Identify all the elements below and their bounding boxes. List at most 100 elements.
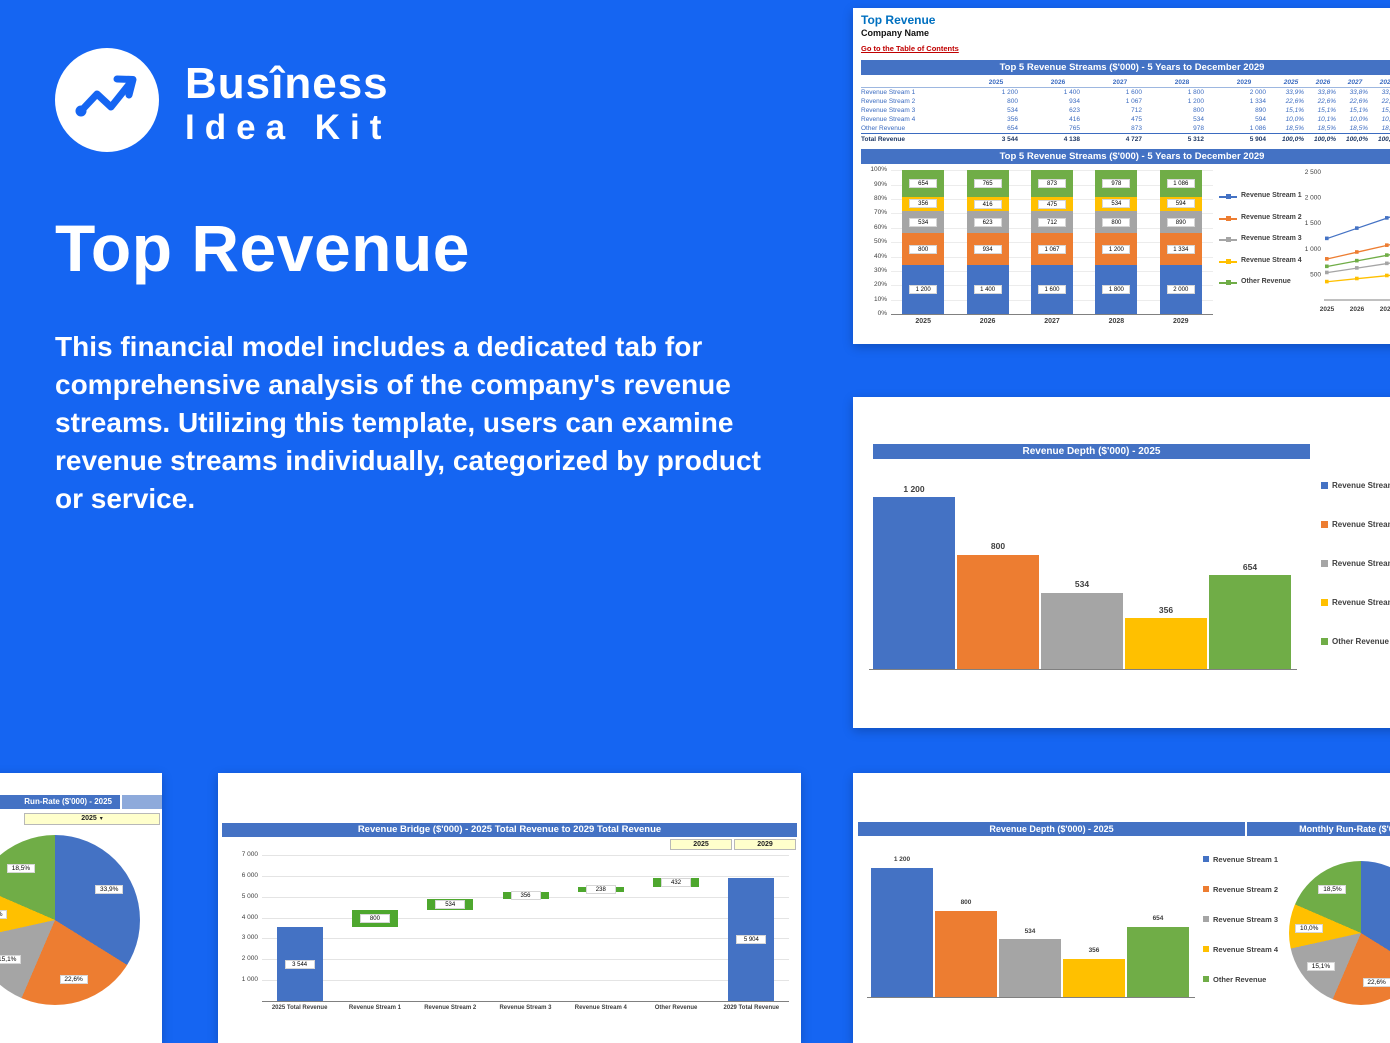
pct-cell: 10,1%: [1317, 116, 1336, 124]
dropdown-arrow-icon: ▾: [99, 816, 103, 822]
row-label: Revenue Stream 3: [861, 107, 916, 115]
y-axis-tick: 80%: [873, 194, 887, 202]
value-cell: 356: [1007, 116, 1018, 124]
y-axis-tick: 20%: [873, 281, 887, 289]
data-label: 712: [1038, 217, 1066, 227]
value-cell: 1 200: [1001, 89, 1018, 97]
revenue-depth-chart: 1 200 800 534 356 654: [865, 845, 1200, 1020]
bar-label: 800: [960, 899, 972, 907]
legend-marker: [1226, 194, 1231, 200]
data-label: 873: [1038, 178, 1066, 188]
legend-swatch: [1321, 482, 1328, 489]
year-header: 2025: [1283, 78, 1299, 86]
year-selector-start[interactable]: 2025: [670, 839, 732, 850]
data-label: 623: [973, 217, 1002, 227]
legend-item: Other Revenue: [1203, 975, 1285, 985]
stacked-bar-chart: 100% 90% 80% 70% 60% 50% 40% 30% 20% 10% 0% 1 200 80…: [861, 166, 1217, 344]
year-header: 2025: [988, 78, 1004, 86]
legend-label: Revenue Stream 4: [1241, 256, 1302, 264]
table-title-bar: Top 5 Revenue Streams ($'000) - 5 Years …: [861, 60, 1390, 76]
bar-label: 356: [1158, 604, 1174, 615]
trend-arrow-icon: [55, 48, 159, 152]
x-axis-label: Other Revenue: [654, 1005, 698, 1011]
data-label: 800: [1102, 217, 1131, 227]
legend-swatch: [1321, 599, 1328, 606]
y-axis-tick: 90%: [873, 180, 887, 188]
legend-label: Revenue Stream 2: [1241, 213, 1302, 221]
svg-text:1 000: 1 000: [1305, 246, 1322, 253]
legend-swatch: [1203, 886, 1209, 892]
bar-label: 654: [1152, 915, 1164, 923]
table-row: Revenue Stream 4 356 416 475 534 594 10,0% 10,1…: [861, 115, 1390, 124]
data-label: 890: [1166, 217, 1195, 227]
value-cell: 1 334: [1249, 98, 1266, 106]
total-pct: 100,0%: [1313, 136, 1336, 144]
data-label: 1 334: [1166, 244, 1195, 254]
legend-item: Revenue Stream 1: [1203, 855, 1285, 865]
data-label: 18,5%: [1318, 885, 1347, 895]
y-axis-tick: 1 000: [241, 976, 258, 984]
year-selector[interactable]: 2025 ▾: [24, 813, 160, 825]
value-cell: 890: [1255, 107, 1266, 115]
year-header: 2027: [1347, 78, 1363, 86]
legend-swatch: [1203, 976, 1209, 982]
bar-label: 800: [990, 541, 1006, 552]
year-selector-end[interactable]: 2029: [734, 839, 796, 850]
legend-swatch: [1203, 856, 1209, 862]
legend-label: Revenue Stream 1: [1241, 192, 1302, 200]
gridline: [262, 855, 789, 856]
data-label: 800: [359, 914, 390, 924]
x-axis-label: 2027: [1044, 318, 1060, 326]
revenue-depth-chart: 1 200 800 534 356 654: [867, 397, 1317, 692]
toc-link[interactable]: Go to the Table of Contents: [861, 44, 959, 54]
legend-item: Revenue Stream 3: [1203, 915, 1285, 925]
data-label: 534: [1102, 199, 1131, 209]
selector-value: 2025: [81, 815, 97, 822]
total-pct: 100,0%: [1281, 136, 1304, 144]
pct-cell: 22,6%: [1317, 98, 1336, 106]
total-value: 4 727: [1125, 136, 1142, 144]
pct-cell: 18,5%: [1285, 125, 1304, 133]
legend-item: Revenue Stream 4: [1321, 598, 1390, 608]
data-label: 1 800: [1102, 285, 1131, 295]
sheet-chart-area: 100% 90% 80% 70% 60% 50% 40% 30% 20% 10% 0% 1 200 80…: [861, 166, 1390, 344]
legend-marker: [1226, 237, 1231, 243]
hero-section: Busîness Idea Kit Top Revenue This finan…: [55, 48, 761, 514]
bar-label: 654: [1242, 561, 1258, 572]
value-cell: 1 200: [1187, 98, 1204, 106]
row-label: Revenue Stream 1: [861, 89, 916, 97]
y-axis-tick: 70%: [873, 209, 887, 217]
brand-logo: [55, 48, 159, 152]
revenue-depth-panel: Revenue Depth ($'000) - 2025 1 200 800 534…: [853, 397, 1390, 728]
x-axis-label: Revenue Stream 4: [574, 1005, 627, 1011]
row-label: Revenue Stream 4: [861, 116, 916, 124]
chart-title-bar: Revenue Depth ($'000) - 2025: [873, 444, 1310, 459]
total-value: 5 904: [1249, 136, 1266, 144]
y-axis-tick: 10%: [873, 295, 887, 303]
legend-item: Other Revenue: [1321, 637, 1390, 647]
data-label: 934: [973, 244, 1002, 254]
legend-item: Revenue Stream 4: [1219, 257, 1309, 267]
data-label: 15,1%: [0, 955, 22, 965]
value-cell: 475: [1131, 116, 1142, 124]
pct-cell: 33,8%: [1317, 89, 1336, 97]
gridline: [262, 959, 789, 961]
brand-name: Busîness: [185, 59, 389, 108]
x-axis-label: 2025 Total Revenue: [271, 1005, 328, 1011]
pct-cell: 33,9%: [1285, 89, 1304, 97]
value-cell: 623: [1069, 107, 1080, 115]
depth-and-runrate-panel: Revenue Depth ($'000) - 2025 Monthly Run…: [853, 773, 1390, 1043]
bar-label: 1 200: [903, 483, 925, 494]
legend-marker: [1226, 280, 1231, 286]
value-cell: 534: [1007, 107, 1018, 115]
legend-label: Revenue Stream 3: [1241, 235, 1302, 243]
data-label: 2 000: [1166, 285, 1195, 295]
value-cell: 534: [1193, 116, 1204, 124]
year-header: 2028: [1379, 78, 1390, 86]
value-cell: 1 400: [1063, 89, 1080, 97]
value-cell: 934: [1069, 98, 1080, 106]
year-header: 2026: [1315, 78, 1331, 86]
value-cell: 1 086: [1249, 125, 1266, 133]
pct-cell: 33,9%: [1381, 89, 1390, 97]
